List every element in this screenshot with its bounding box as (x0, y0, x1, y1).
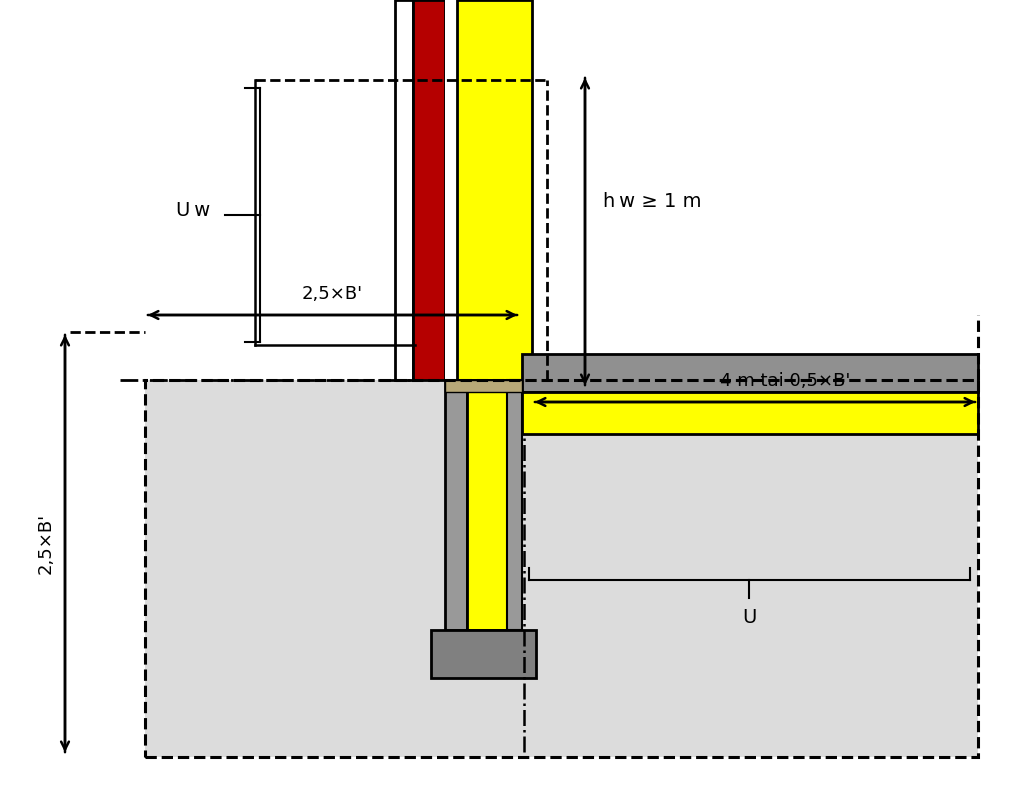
Bar (457, 0, 532, 380)
Text: 2,5×B': 2,5×B' (302, 285, 363, 303)
Bar (145, 380, 978, 757)
Text: h w ≥ 1 m: h w ≥ 1 m (603, 192, 701, 211)
Bar (522, 354, 978, 392)
Bar (395, 0, 413, 380)
Bar (445, 0, 457, 380)
Bar (507, 380, 522, 630)
Bar (445, 380, 467, 630)
Bar (522, 392, 978, 434)
Bar (445, 380, 522, 392)
Bar (145, 380, 978, 757)
Text: 2,5×B': 2,5×B' (37, 513, 55, 574)
Bar (431, 630, 536, 678)
Text: U: U (743, 608, 757, 627)
Bar (413, 0, 445, 380)
Bar (467, 380, 507, 630)
Text: 4 m tai 0,5×B': 4 m tai 0,5×B' (720, 372, 850, 390)
Text: U w: U w (176, 200, 210, 220)
